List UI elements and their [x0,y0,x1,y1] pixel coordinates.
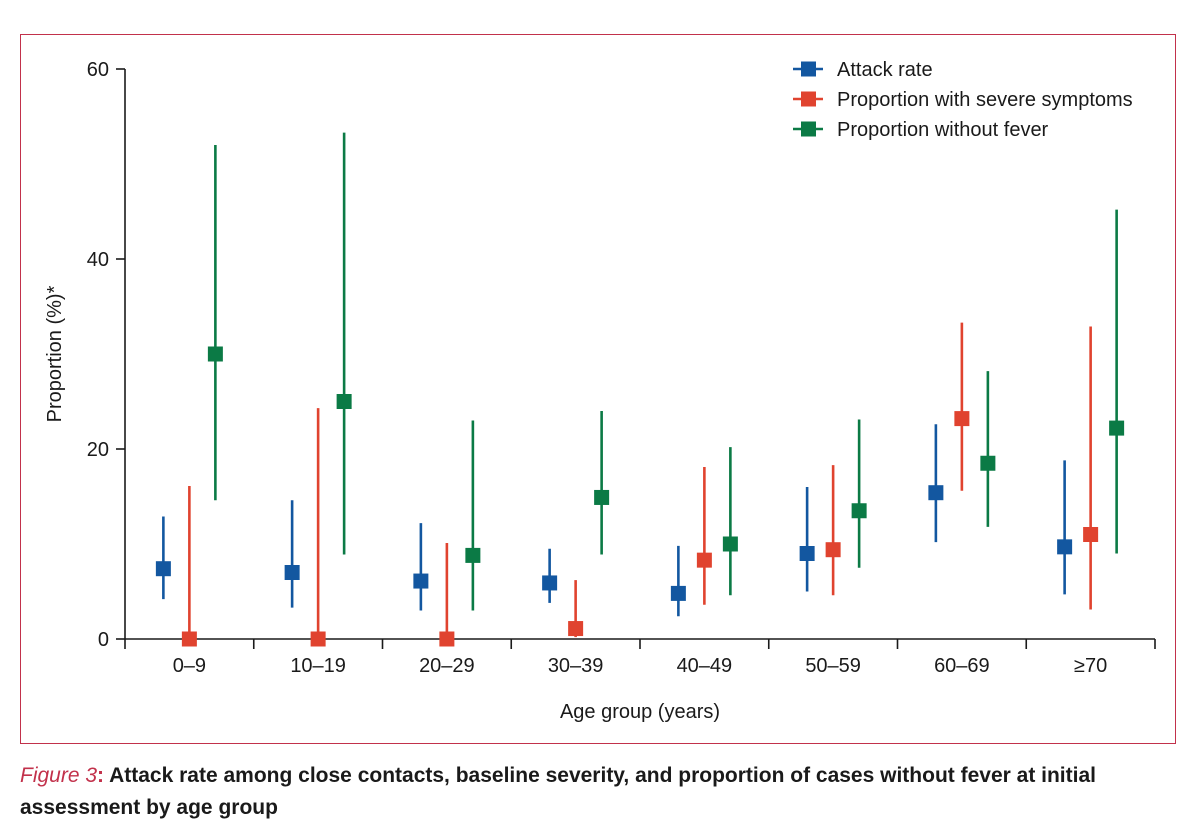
x-tick-label: 10–19 [290,655,346,677]
figure-number-colon: : [97,764,105,787]
x-tick-label: ≥70 [1074,655,1107,677]
figure-number: Figure 3 [20,764,98,787]
y-tick-label: 40 [87,249,109,271]
data-point [568,621,584,637]
data-point [1109,420,1125,436]
legend-label: Proportion without fever [837,119,1049,141]
data-point [465,547,481,563]
y-tick-label: 20 [87,439,109,461]
data-point [336,394,352,409]
data-point [825,542,841,558]
data-point [413,573,429,589]
data-point [181,631,197,647]
data-point [542,575,558,591]
legend-label: Proportion with severe symptoms [837,89,1133,111]
x-tick-label: 0–9 [173,655,206,677]
x-axis-title: Age group (years) [560,701,720,723]
y-tick-label: 60 [87,59,109,81]
data-marks [155,132,1125,647]
caption-footnote [20,822,1180,835]
data-point [439,631,455,647]
data-point [799,546,815,561]
y-tick-label: 0 [98,629,109,651]
axes [124,69,1155,640]
chart: 0 20 40 60 0–9 10–19 20–29 30–39 40–49 50–59 60–6… [44,59,1156,723]
x-ticks: 0–9 10–19 20–29 30–39 40–49 50–59 60–69 ≥70 [124,639,1156,677]
data-point [310,631,326,647]
data-point [851,503,867,519]
legend-marker [801,61,816,77]
x-tick-label: 50–59 [805,655,861,677]
data-point [696,552,712,568]
data-point [954,411,970,427]
data-point [722,536,738,552]
data-point [1083,527,1099,542]
data-point [594,489,610,505]
data-point [980,455,996,471]
data-point [284,565,300,580]
data-point [155,561,171,577]
legend: Attack rate Proportion with severe sympto… [793,59,1133,141]
y-axis-title: Proportion (%)* [44,285,66,422]
legend-marker [801,91,816,107]
legend-label: Attack rate [837,59,933,81]
figure-caption: Figure 3: Attack rate among close contac… [20,760,1180,824]
data-point [1057,539,1073,555]
figure-caption-title: Attack rate among close contacts, baseli… [20,764,1096,819]
x-tick-label: 30–39 [548,655,604,677]
x-tick-label: 60–69 [934,655,990,677]
figure-frame: 0 20 40 60 0–9 10–19 20–29 30–39 40–49 50–59 60–6… [20,34,1176,744]
x-tick-label: 40–49 [677,655,733,677]
y-ticks: 0 20 40 60 [87,59,125,651]
x-tick-label: 20–29 [419,655,475,677]
data-point [207,346,223,362]
legend-marker [801,121,816,137]
data-point [670,585,686,601]
data-point [928,485,944,501]
